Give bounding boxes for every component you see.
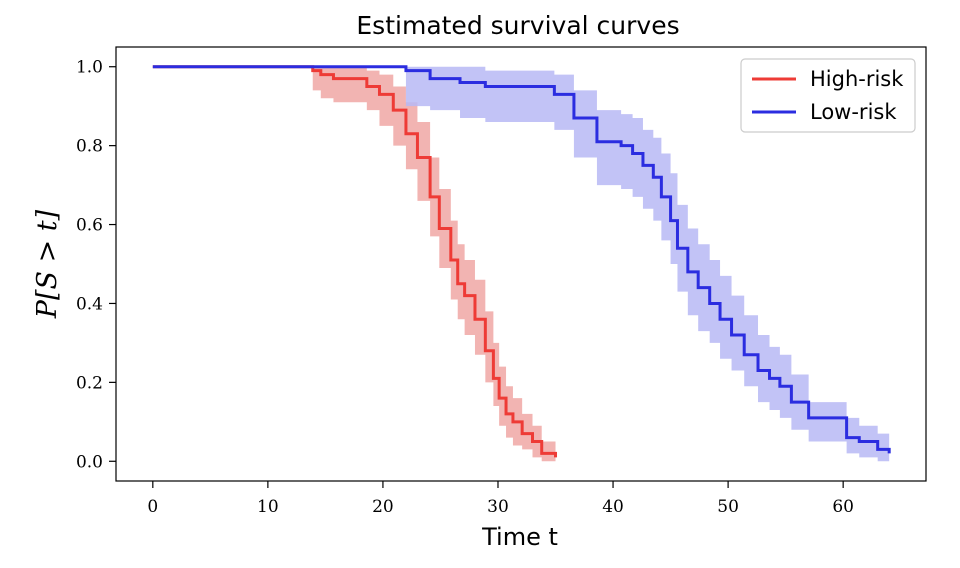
confidence-band-high-risk [152, 66, 556, 462]
confidence-band-low-risk [152, 66, 890, 462]
survival-lines [152, 65, 891, 458]
legend-label-high-risk: High-risk [810, 67, 904, 91]
chart-title: Estimated survival curves [356, 11, 679, 40]
y-axis-ticks: 0.0 0.2 0.4 0.6 0.8 1.0 [76, 58, 116, 472]
x-tick-label: 40 [602, 497, 624, 517]
x-tick-label: 10 [257, 497, 279, 517]
x-tick-label: 20 [372, 497, 394, 517]
y-tick-label: 0.2 [76, 373, 103, 393]
survival-line-low-risk [152, 65, 891, 454]
plot-frame [115, 46, 927, 482]
legend-label-low-risk: Low-risk [810, 100, 897, 124]
y-tick-label: 0.6 [76, 216, 103, 236]
x-axis-label: Time t [481, 523, 558, 551]
x-axis-ticks: 0 10 20 30 40 50 60 [147, 481, 854, 517]
y-tick-label: 0.0 [76, 452, 103, 472]
x-tick-label: 0 [147, 497, 158, 517]
legend: High-risk Low-risk [740, 58, 916, 133]
survival-line-high-risk [152, 65, 558, 458]
y-tick-label: 0.4 [76, 294, 103, 314]
y-axis-label: P[S > t] [32, 209, 63, 319]
y-tick-label: 0.8 [76, 137, 103, 157]
x-tick-label: 30 [487, 497, 509, 517]
legend-box [740, 58, 916, 133]
x-tick-label: 60 [832, 497, 854, 517]
y-tick-label: 1.0 [76, 58, 103, 78]
x-tick-label: 50 [717, 497, 739, 517]
